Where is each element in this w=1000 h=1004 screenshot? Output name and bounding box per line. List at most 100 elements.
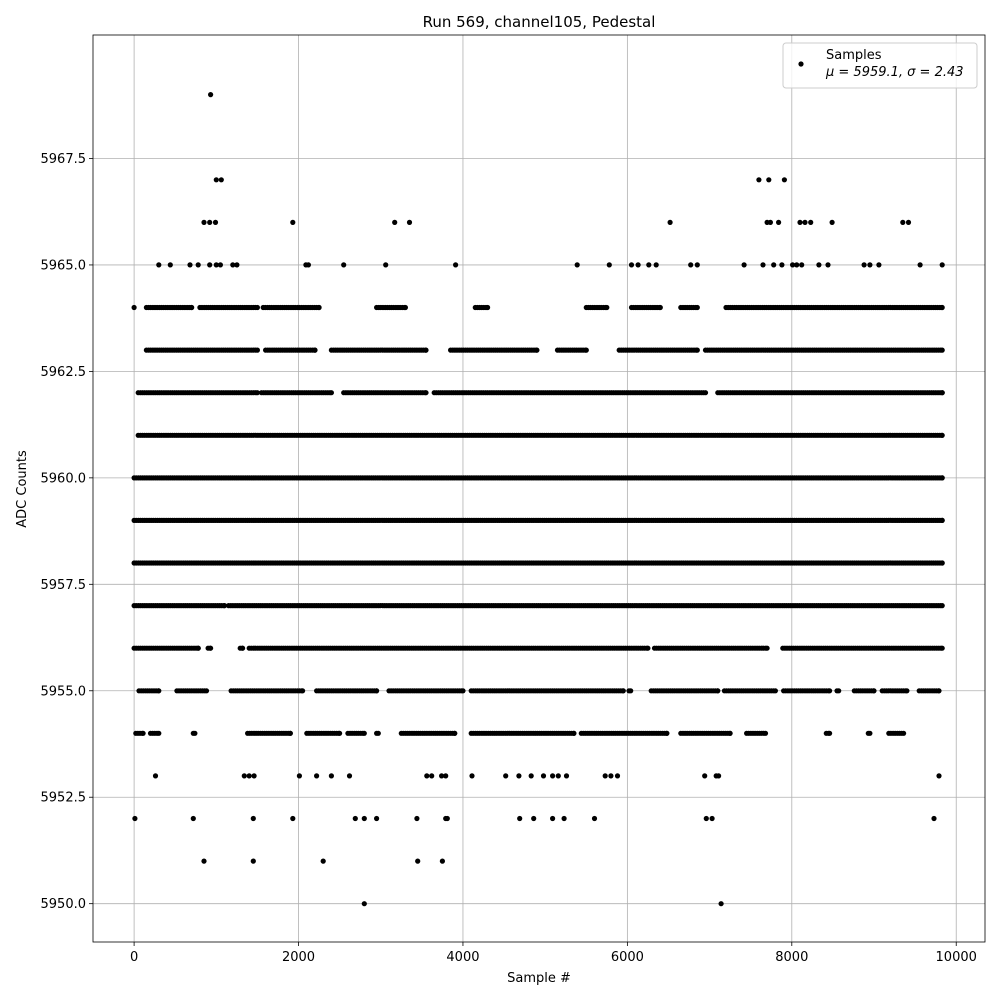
data-point xyxy=(375,730,381,736)
data-point xyxy=(645,645,651,651)
data-point xyxy=(802,219,808,225)
data-point xyxy=(131,304,137,311)
data-point xyxy=(423,347,429,353)
data-point xyxy=(337,730,343,736)
data-point xyxy=(528,773,534,779)
data-point xyxy=(415,858,421,864)
data-point xyxy=(241,773,247,779)
data-point xyxy=(939,560,945,566)
data-point xyxy=(727,730,733,736)
data-point xyxy=(861,262,867,268)
data-point xyxy=(836,688,842,694)
data-point xyxy=(871,688,877,694)
data-point xyxy=(646,262,652,268)
data-point xyxy=(254,347,260,353)
axis-ticks: 0 2000 4000 6000 8000 10000 5950.0 5952.5 5955.0… xyxy=(41,152,977,965)
data-point xyxy=(702,390,709,396)
data-point xyxy=(939,347,945,353)
data-point xyxy=(718,901,724,907)
legend-series-label: Samples xyxy=(826,48,882,63)
data-point xyxy=(230,262,236,268)
data-point xyxy=(653,262,659,268)
data-point xyxy=(939,645,945,651)
data-point xyxy=(635,262,641,268)
data-point xyxy=(703,815,709,822)
data-point xyxy=(561,815,567,822)
data-point xyxy=(251,773,257,779)
data-point xyxy=(341,262,347,268)
data-point xyxy=(212,219,219,225)
data-point xyxy=(320,858,326,864)
data-point xyxy=(715,688,721,694)
data-point xyxy=(316,304,322,311)
data-point xyxy=(939,432,945,438)
data-point xyxy=(762,730,769,736)
data-point xyxy=(827,688,833,694)
y-tick-label: 5950.0 xyxy=(41,897,87,912)
data-point xyxy=(132,815,138,822)
data-point xyxy=(192,730,198,736)
data-point xyxy=(156,688,162,694)
data-point xyxy=(583,347,589,353)
data-point xyxy=(657,304,663,311)
data-point xyxy=(414,815,420,822)
data-point xyxy=(485,304,491,311)
x-tick-label: 10000 xyxy=(936,950,977,965)
data-point xyxy=(218,177,224,183)
data-point xyxy=(439,858,445,864)
y-tick-label: 5952.5 xyxy=(41,791,87,806)
data-point xyxy=(305,262,311,268)
data-point xyxy=(152,773,159,779)
data-point xyxy=(694,347,700,353)
data-point xyxy=(452,730,458,736)
data-point xyxy=(694,304,700,311)
data-point xyxy=(939,390,945,396)
data-point xyxy=(779,262,785,268)
legend-marker xyxy=(798,61,804,67)
data-point xyxy=(352,815,358,822)
data-point xyxy=(203,688,210,694)
data-point xyxy=(453,262,459,268)
data-point xyxy=(406,219,413,225)
data-point xyxy=(939,475,945,481)
data-point xyxy=(709,815,715,822)
data-point xyxy=(254,304,260,311)
data-point xyxy=(290,815,296,822)
data-point xyxy=(201,219,207,225)
data-point xyxy=(190,815,196,822)
data-point xyxy=(829,219,835,225)
data-point xyxy=(167,262,173,268)
data-point xyxy=(901,730,907,736)
data-point xyxy=(764,645,770,651)
data-point xyxy=(771,262,777,268)
data-point xyxy=(383,262,389,268)
data-point xyxy=(240,645,246,651)
data-point xyxy=(760,262,766,268)
data-point xyxy=(460,688,466,694)
data-point xyxy=(328,773,334,779)
y-axis-label: ADC Counts xyxy=(15,450,30,528)
data-point xyxy=(217,262,223,268)
data-point xyxy=(628,262,635,268)
data-point xyxy=(300,688,306,694)
data-point xyxy=(443,773,449,779)
x-tick-label: 8000 xyxy=(775,950,808,965)
data-point xyxy=(254,390,260,396)
data-point xyxy=(741,262,747,268)
data-point xyxy=(361,815,367,822)
data-point xyxy=(827,730,833,736)
data-point xyxy=(716,773,722,779)
data-point xyxy=(808,219,814,225)
data-point xyxy=(221,603,228,609)
chart-title: Run 569, channel105, Pedestal xyxy=(423,13,656,31)
data-point xyxy=(312,347,318,353)
data-point xyxy=(423,390,429,396)
data-points xyxy=(131,92,945,907)
data-point xyxy=(667,219,673,225)
data-point xyxy=(429,773,435,779)
data-point xyxy=(503,773,509,779)
x-tick-label: 4000 xyxy=(446,950,479,965)
data-point xyxy=(195,645,201,651)
data-point xyxy=(936,688,942,694)
